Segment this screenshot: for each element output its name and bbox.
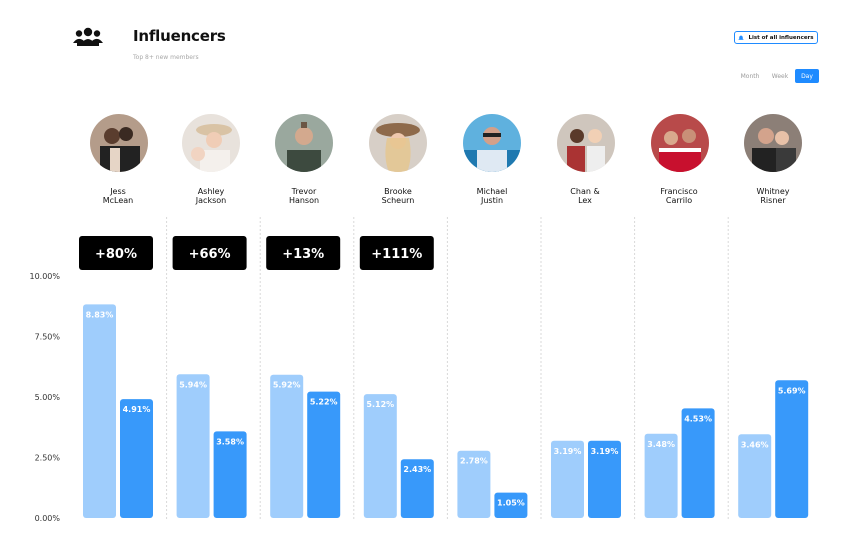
- bar-series-1: [176, 374, 210, 518]
- y-tick-label: 2.50%: [35, 454, 61, 463]
- bar-value-label: 5.92%: [273, 381, 301, 390]
- avatar-francisco-carrilo[interactable]: [651, 114, 709, 172]
- tab-day[interactable]: Day: [795, 69, 819, 83]
- avatar-ashley-jackson[interactable]: [182, 114, 240, 172]
- list-all-influencers-label: List of all influencers: [748, 34, 814, 41]
- bar-value-label: 5.22%: [310, 398, 338, 407]
- page-subtitle: Top 8+ new members: [133, 54, 199, 61]
- bar-series-2: [494, 492, 528, 518]
- influencer-name: Trevor Hanson: [288, 187, 320, 205]
- influencer-name: Brooke Scheurn: [381, 187, 415, 205]
- bar-value-label: 4.53%: [684, 414, 712, 423]
- growth-badge-label: +111%: [371, 247, 422, 262]
- bar-series-2: [775, 380, 809, 518]
- avatar-jess-mclean[interactable]: [90, 114, 148, 172]
- bar-series-2: [213, 431, 247, 518]
- avatar-chan-lex[interactable]: [557, 114, 615, 172]
- growth-badge: [172, 236, 247, 270]
- influencer-name: Francisco Carrilo: [660, 187, 698, 205]
- y-tick-label: 7.50%: [35, 333, 61, 342]
- growth-badge-label: +13%: [282, 247, 324, 262]
- bell-icon: [739, 35, 744, 40]
- bar-value-label: 5.69%: [778, 386, 806, 395]
- bar-value-label: 3.19%: [591, 447, 619, 456]
- bar-value-label: 1.05%: [497, 499, 525, 508]
- growth-badge-label: +66%: [189, 247, 231, 262]
- y-tick-label: 0.00%: [35, 514, 61, 523]
- bar-series-1: [270, 374, 304, 518]
- avatar-brooke-scheurn[interactable]: [369, 114, 427, 172]
- bar-series-1: [551, 440, 584, 518]
- bar-series-2: [400, 459, 434, 518]
- tab-week[interactable]: Week: [771, 72, 789, 80]
- bar-series-1: [83, 304, 116, 518]
- avatar-michael-justin[interactable]: [463, 114, 521, 172]
- influencer-name: Ashley Jackson: [195, 187, 227, 205]
- bar-value-label: 3.48%: [647, 440, 675, 449]
- page-title: Influencers: [133, 27, 226, 45]
- bar-value-label: 8.83%: [86, 310, 114, 319]
- bar-series-2: [307, 391, 341, 518]
- bar-series-1: [644, 433, 678, 518]
- growth-badge: [266, 236, 341, 270]
- growth-badge: [359, 236, 434, 270]
- list-all-influencers-button[interactable]: List of all influencers: [734, 31, 818, 44]
- bar-series-1: [363, 394, 397, 518]
- bar-value-label: 4.91%: [123, 405, 151, 414]
- influencer-name: Michael Justin: [476, 187, 508, 205]
- y-tick-label: 5.00%: [35, 393, 61, 402]
- bar-series-2: [588, 440, 621, 518]
- bar-series-1: [457, 450, 491, 518]
- bar-series-2: [681, 408, 715, 518]
- y-tick-label: 10.00%: [29, 272, 60, 281]
- growth-badge-label: +80%: [95, 247, 137, 262]
- bar-value-label: 3.46%: [741, 440, 769, 449]
- bar-value-label: 2.43%: [403, 465, 431, 474]
- bar-value-label: 3.19%: [554, 447, 582, 456]
- growth-badge: [79, 236, 153, 270]
- bar-value-label: 5.12%: [366, 400, 394, 409]
- influencer-name: Whitney Risner: [756, 187, 790, 205]
- bar-value-label: 3.58%: [216, 437, 244, 446]
- avatar-whitney-risner[interactable]: [744, 114, 802, 172]
- bar-series-2: [120, 399, 153, 518]
- avatar-trevor-hanson[interactable]: [275, 114, 333, 172]
- influencer-name: Jess McLean: [102, 187, 134, 205]
- group-icon: [73, 27, 103, 46]
- bar-value-label: 5.94%: [179, 380, 207, 389]
- bar-value-label: 2.78%: [460, 457, 488, 466]
- influencer-name: Chan & Lex: [570, 187, 600, 205]
- tab-month[interactable]: Month: [740, 72, 760, 80]
- bar-series-1: [738, 434, 772, 518]
